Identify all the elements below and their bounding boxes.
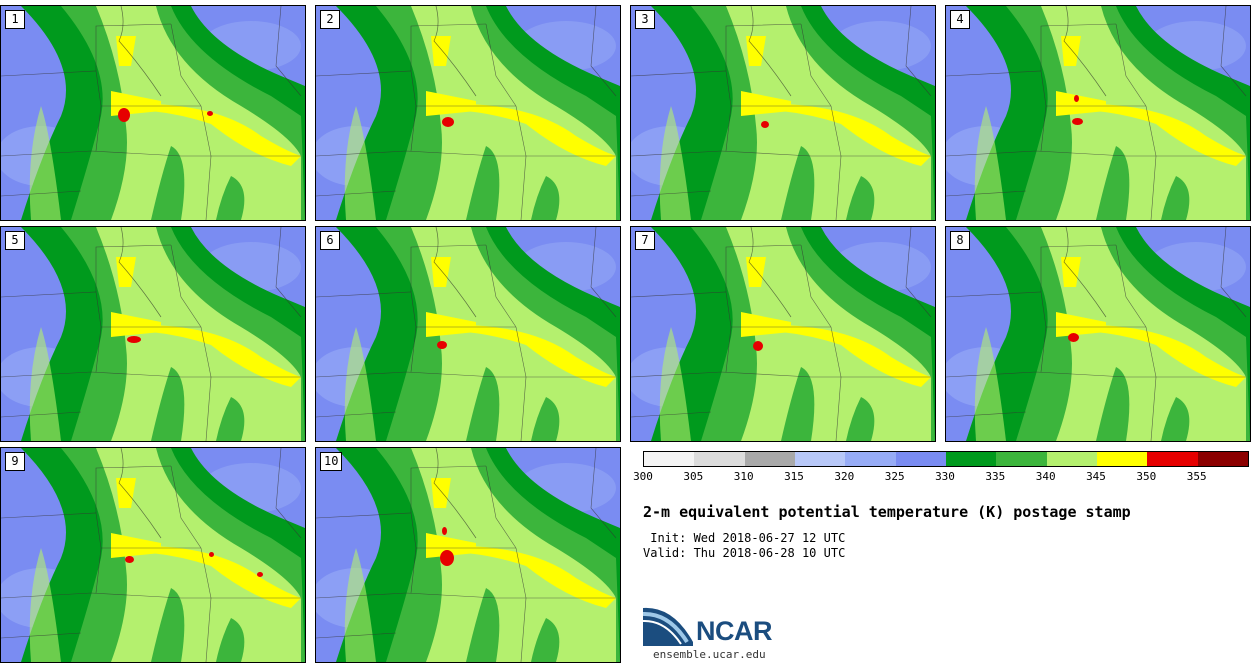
colorbar-segment (895, 452, 946, 466)
postage-stamp-map-10[interactable]: 10 (315, 447, 621, 663)
colorbar-tick-label: 355 (1186, 470, 1207, 483)
member-number: 2 (320, 10, 340, 29)
colorbar-segment (1096, 452, 1148, 466)
postage-stamp-map-5[interactable]: 5 (0, 226, 306, 442)
postage-stamp-map-1[interactable]: 1 (0, 5, 306, 221)
colorbar-ticks: 300 305 310 315 320 325 330 335 340 345 350 355 (633, 470, 1247, 484)
postage-stamp-map-7[interactable]: 7 (630, 226, 936, 442)
colorbar-segment (996, 452, 1047, 466)
logo-wordmark: NCAR (696, 616, 773, 646)
colorbar-segment (945, 452, 997, 466)
colorbar-tick-label: 345 (1086, 470, 1106, 483)
colorbar-tick-label: 320 (834, 470, 855, 483)
colorbar-tick-label: 330 (935, 470, 955, 483)
colorbar-tick-label: 350 (1136, 470, 1157, 483)
ncar-logo[interactable]: NCAR ensemble.ucar.edu (643, 606, 803, 662)
init-time: Init: Wed 2018-06-27 12 UTC (643, 531, 846, 545)
map-graphic (631, 227, 935, 441)
colorbar-tick-label: 325 (884, 470, 905, 483)
map-graphic (1, 227, 305, 441)
logo-url: ensemble.ucar.edu (653, 648, 766, 661)
map-graphic (316, 6, 620, 220)
member-number: 8 (950, 231, 970, 250)
colorbar-segment (845, 452, 896, 466)
colorbar-tick-label: 340 (1035, 470, 1056, 483)
map-graphic (316, 448, 620, 662)
map-graphic (946, 227, 1250, 441)
member-number: 6 (320, 231, 340, 250)
postage-stamp-map-2[interactable]: 2 (315, 5, 621, 221)
map-graphic (631, 6, 935, 220)
member-number: 1 (5, 10, 25, 29)
map-graphic (1, 6, 305, 220)
colorbar-segment (694, 452, 745, 466)
colorbar-tick-label: 310 (733, 470, 754, 483)
colorbar-tick-label: 335 (985, 470, 1006, 483)
valid-time: Valid: Thu 2018-06-28 10 UTC (643, 546, 846, 560)
colorbar-segment (644, 452, 695, 466)
postage-stamp-map-4[interactable]: 4 (945, 5, 1251, 221)
colorbar-segment (1147, 452, 1198, 466)
member-number: 7 (635, 231, 655, 250)
ncar-swoosh-icon (643, 607, 693, 646)
member-number: 5 (5, 231, 25, 250)
colorbar-segment (794, 452, 846, 466)
postage-stamp-map-3[interactable]: 3 (630, 5, 936, 221)
postage-stamp-map-8[interactable]: 8 (945, 226, 1251, 442)
colorbar-tick-label: 315 (784, 470, 804, 483)
member-number: 10 (320, 452, 343, 471)
colorbar-tick-label: 305 (683, 470, 704, 483)
colorbar-tick-label: 300 (633, 470, 653, 483)
figure-title: 2-m equivalent potential temperature (K)… (643, 503, 1131, 521)
postage-stamp-map-9[interactable]: 9 (0, 447, 306, 663)
member-number: 4 (950, 10, 970, 29)
colorbar-segment (1046, 452, 1097, 466)
map-graphic (1, 448, 305, 662)
member-number: 3 (635, 10, 655, 29)
map-graphic (946, 6, 1250, 220)
colorbar-segment (1197, 452, 1248, 466)
member-number: 9 (5, 452, 25, 471)
postage-stamp-map-6[interactable]: 6 (315, 226, 621, 442)
map-graphic (316, 227, 620, 441)
colorbar-segment (744, 452, 795, 466)
colorbar (643, 451, 1249, 467)
